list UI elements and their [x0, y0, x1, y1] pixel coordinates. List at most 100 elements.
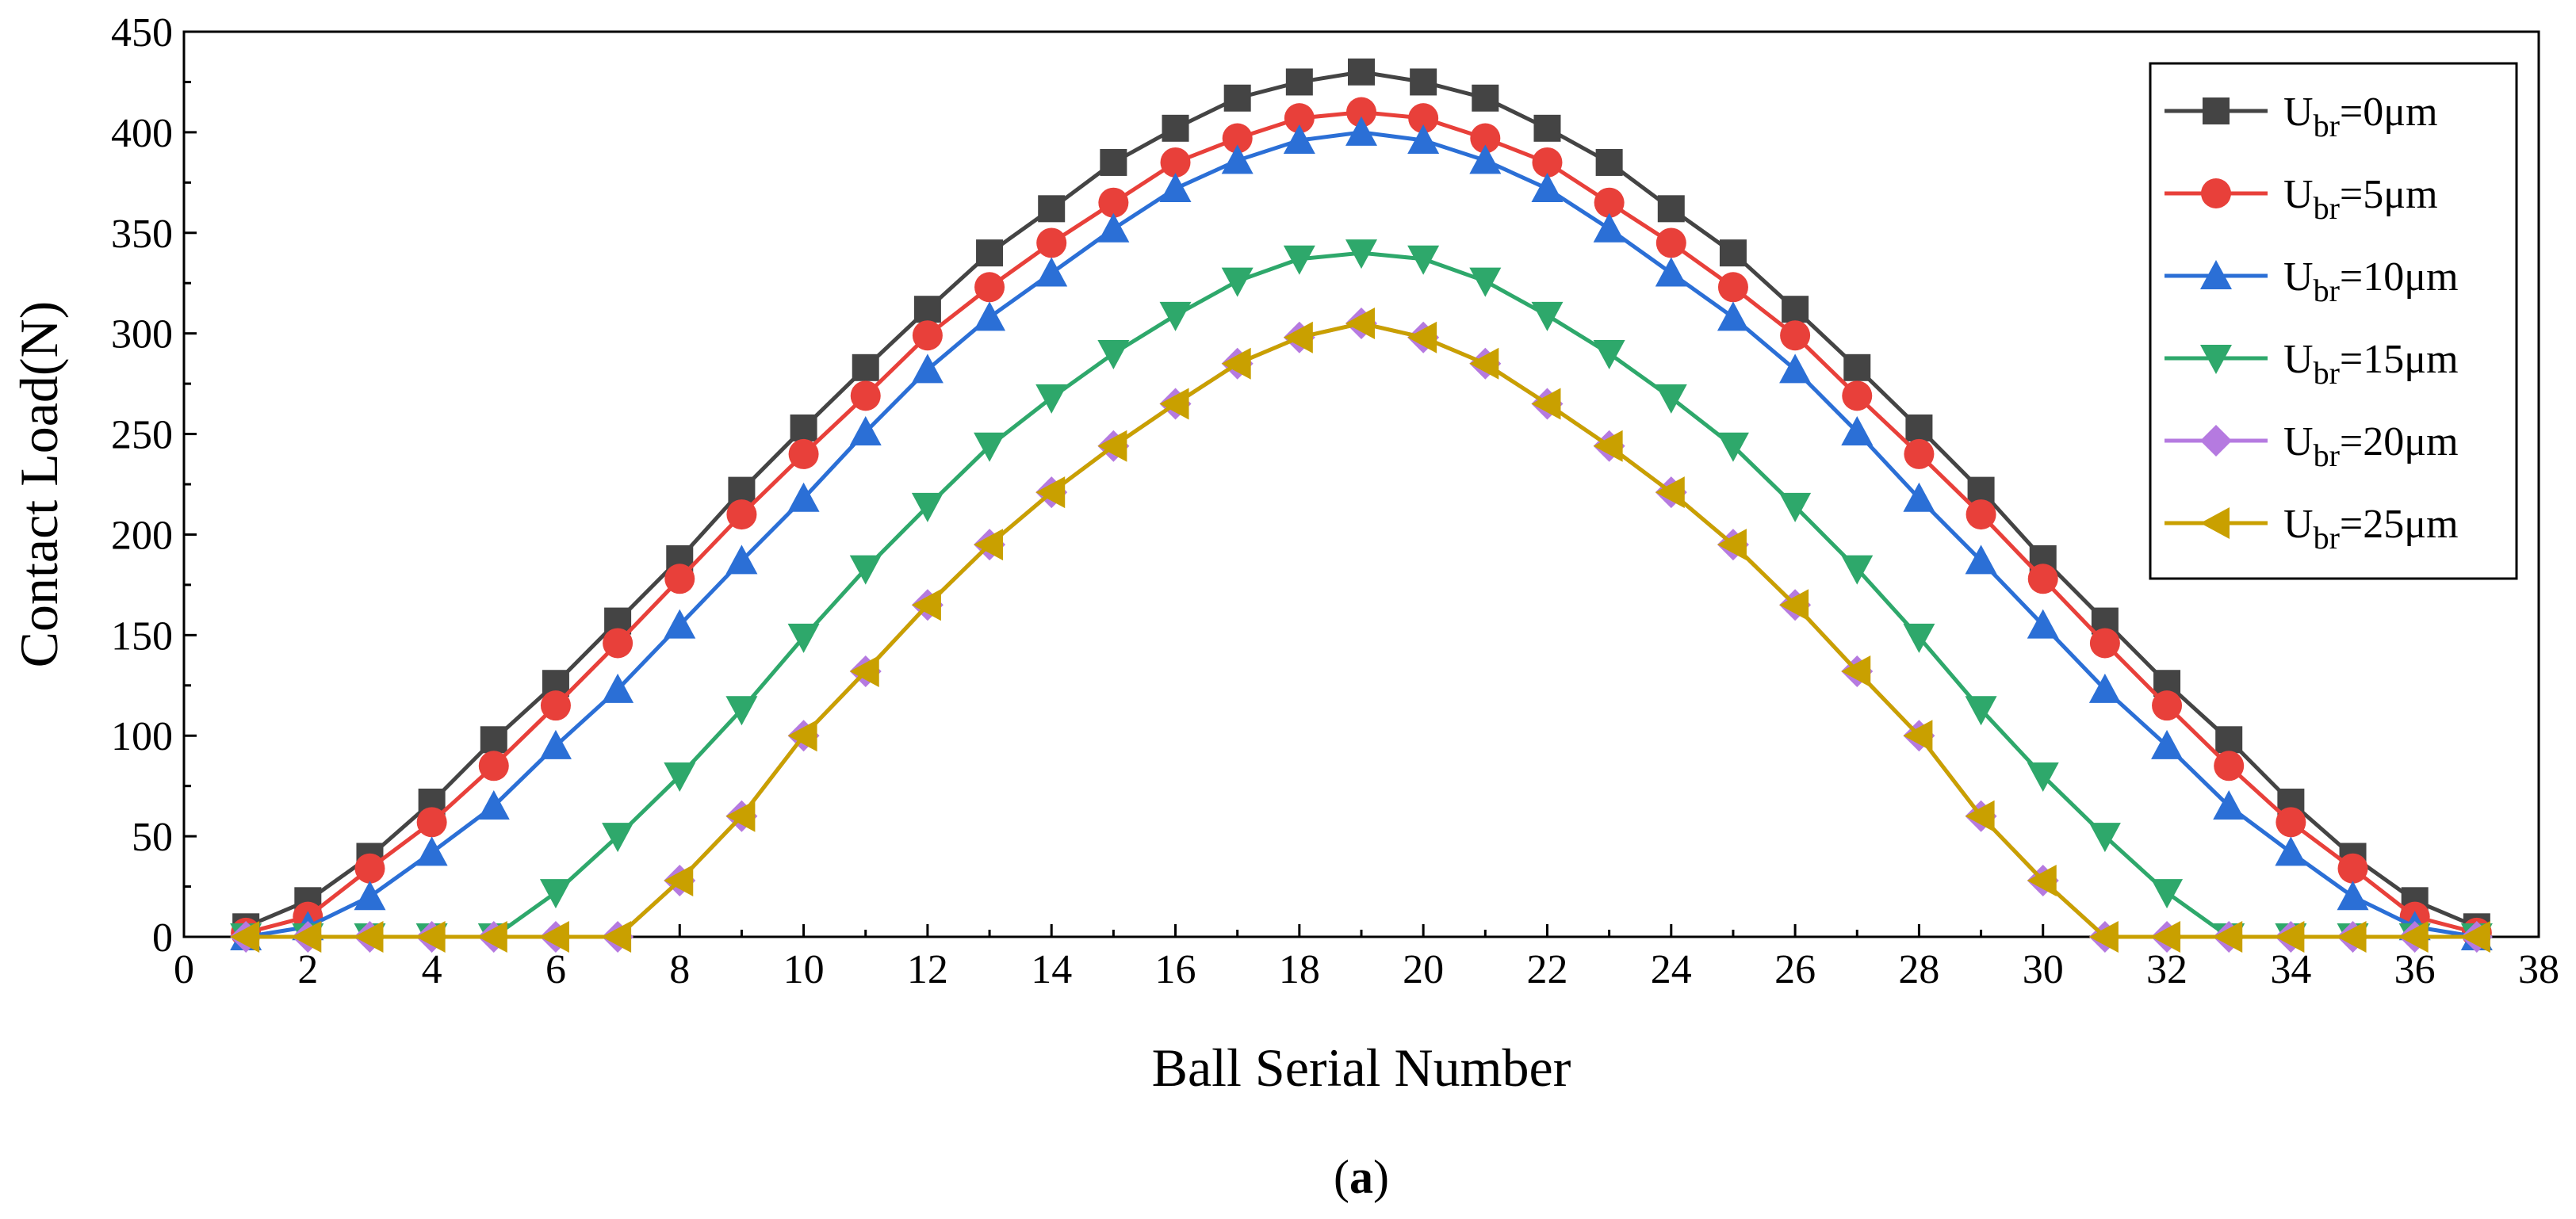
data-point — [1841, 416, 1874, 446]
data-point — [787, 482, 820, 512]
data-point — [664, 609, 696, 639]
data-point — [1410, 68, 1437, 96]
data-point — [974, 301, 1006, 331]
data-point — [974, 272, 1005, 303]
x-tick-label: 4 — [422, 947, 442, 992]
data-point — [2460, 921, 2490, 953]
data-point — [1903, 623, 1935, 653]
data-point — [726, 499, 757, 530]
x-tick-label: 22 — [1526, 947, 1567, 992]
legend-entry: Ubr=5μm — [2165, 172, 2438, 226]
data-point — [1965, 696, 1997, 726]
data-point — [2088, 921, 2119, 953]
data-point — [1655, 227, 1686, 258]
data-point — [415, 836, 448, 866]
legend-marker — [2200, 425, 2232, 457]
data-point — [1965, 800, 1995, 832]
series-layer — [230, 58, 2493, 953]
data-point — [1035, 384, 1068, 414]
data-point — [1223, 84, 1251, 112]
x-tick-label: 18 — [1279, 947, 1320, 992]
legend-marker — [2200, 507, 2230, 539]
data-point — [1657, 195, 1685, 223]
data-point — [850, 380, 881, 411]
data-point — [1407, 245, 1440, 275]
series-line — [246, 321, 2477, 939]
series-line — [246, 250, 2477, 939]
data-point — [354, 853, 385, 884]
legend-box — [2149, 62, 2518, 580]
data-point — [540, 690, 571, 721]
data-point — [1160, 147, 1191, 178]
data-point — [911, 353, 944, 384]
legend-marker — [2201, 178, 2231, 208]
data-point — [2337, 853, 2368, 884]
data-point — [1842, 380, 1873, 411]
x-tick-label: 20 — [1403, 947, 1444, 992]
data-point — [912, 320, 943, 351]
data-point — [1038, 195, 1066, 223]
x-tick-label: 26 — [1774, 947, 1816, 992]
data-point — [2275, 836, 2307, 866]
legend: Ubr=0μm Ubr=5μm Ubr=10μm Ubr=15μm Ubr=20μm Ub… — [2149, 62, 2518, 580]
data-point — [849, 416, 882, 446]
data-point — [292, 921, 322, 953]
x-tick-label: 6 — [545, 947, 566, 992]
data-point — [2213, 921, 2243, 953]
data-point — [2027, 762, 2059, 792]
data-point — [1779, 589, 1809, 621]
data-point — [1345, 239, 1377, 269]
data-point — [664, 762, 696, 792]
data-point — [787, 623, 820, 653]
data-point — [725, 545, 758, 575]
x-tick-label: 30 — [2023, 947, 2064, 992]
y-tick-label: 50 — [132, 815, 173, 860]
data-point — [1655, 257, 1687, 287]
data-point — [1779, 353, 1812, 384]
data-point — [2151, 729, 2184, 759]
series-line — [245, 70, 2478, 929]
data-point — [1035, 257, 1068, 287]
axis-ticks: 0 2 4 6 8 10 12 14 16 18 20 22 24 26 28 30 32 34 36 3805010… — [111, 10, 2559, 992]
data-point — [2337, 881, 2369, 911]
data-point — [728, 476, 756, 504]
x-tick-label: 12 — [907, 947, 948, 992]
data-point — [1595, 148, 1623, 176]
figure-caption: (a) — [1334, 1151, 1389, 1203]
data-point — [1593, 212, 1625, 243]
data-point — [2151, 879, 2184, 909]
legend-entry: Ubr=15μm — [2165, 337, 2459, 391]
data-point — [1967, 476, 1995, 504]
data-point — [1532, 147, 1563, 178]
data-point — [1222, 123, 1253, 154]
data-point — [911, 492, 944, 522]
x-tick-label: 16 — [1155, 947, 1196, 992]
data-point — [1283, 321, 1313, 353]
legend-marker — [2203, 97, 2230, 124]
y-tick-label: 450 — [111, 10, 173, 55]
data-point — [1594, 187, 1625, 218]
data-point — [1531, 172, 1564, 202]
data-point — [1719, 239, 1747, 267]
data-point — [1283, 124, 1315, 155]
legend-entry: Ubr=10μm — [2165, 254, 2459, 308]
data-point — [1904, 438, 1935, 469]
data-point — [1469, 144, 1502, 174]
data-point — [1779, 492, 1812, 522]
data-point — [1593, 430, 1623, 462]
data-point — [1283, 245, 1315, 275]
data-point — [2089, 628, 2120, 659]
x-tick-label: 34 — [2270, 947, 2311, 992]
data-point — [1841, 555, 1874, 585]
data-point — [539, 921, 569, 953]
data-point — [1965, 545, 1997, 575]
data-point — [1717, 529, 1747, 561]
legend-label: Ubr=20μm — [2283, 419, 2459, 473]
data-point — [1159, 301, 1192, 331]
legend-marker — [2200, 345, 2232, 374]
y-tick-label: 250 — [111, 413, 173, 458]
x-tick-label: 8 — [669, 947, 690, 992]
x-tick-label: 36 — [2394, 947, 2436, 992]
data-point — [2276, 807, 2306, 838]
